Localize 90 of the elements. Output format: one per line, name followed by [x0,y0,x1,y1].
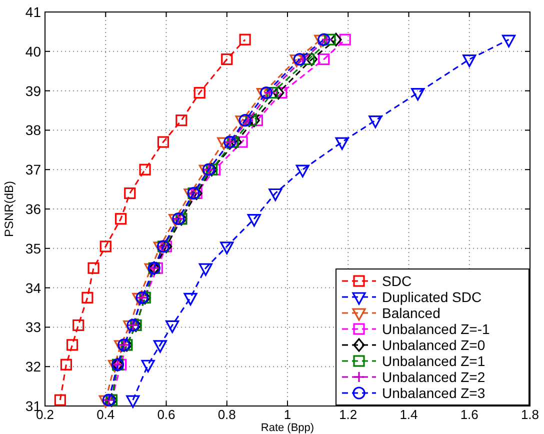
point [248,114,260,128]
point [60,358,72,370]
x-tick-label: 1.6 [460,407,478,422]
point [227,136,239,148]
point [100,240,112,252]
point [54,394,66,406]
y-tick-label: 34 [25,280,42,296]
point [123,320,137,334]
point [245,114,257,126]
point [318,53,330,66]
legend-label: Unbalanced Z=2 [382,369,486,385]
point [256,88,270,101]
point [141,360,155,372]
y-tick-label: 38 [25,122,42,138]
point [411,88,425,101]
point [339,34,351,46]
point [198,164,212,178]
y-axis-title: PSNR(dB) [2,180,16,238]
y-tick-label: 33 [25,319,42,336]
point [114,340,128,353]
point [157,136,170,148]
point [88,262,100,274]
y-tick-label: 32 [25,358,42,375]
point [236,136,248,148]
point [124,187,136,200]
legend-label: Duplicated SDC [382,289,482,305]
y-tick-label: 39 [25,82,42,99]
point [108,360,122,372]
point [176,114,188,126]
point [272,86,284,100]
legend-label: Unbalanced Z=-1 [382,321,490,337]
x-tick-label: 1 [284,407,292,422]
point [194,86,206,99]
point [314,34,328,48]
point [296,164,310,178]
point [168,214,182,227]
point [66,339,78,351]
x-tick-label: 1.4 [400,407,418,422]
legend-label: SDC [382,273,412,289]
point [318,33,330,46]
point [166,320,180,334]
point [502,34,516,48]
point [198,263,212,276]
point [247,214,261,227]
point [321,34,333,46]
point [72,319,84,332]
point [302,53,315,66]
point [306,52,318,66]
point [238,114,252,127]
legend-label: Balanced [382,305,440,321]
point [217,137,231,150]
x-tick-label: 0.4 [96,407,115,422]
point [184,292,198,306]
point [266,86,278,99]
y-tick-label: 35 [25,240,42,256]
point [230,135,242,149]
legend-label: Unbalanced Z=1 [382,353,486,369]
point [290,54,304,68]
point [153,340,167,353]
point [335,137,349,150]
point [260,86,273,100]
point [153,242,167,254]
y-tick-label: 41 [25,4,42,20]
point [368,116,382,128]
point [296,53,308,66]
x-tick-label: 0.8 [218,407,236,422]
legend-label: Unbalanced Z=3 [382,385,486,401]
y-tick-label: 40 [25,43,42,60]
point [235,116,249,128]
point [220,242,234,254]
y-tick-label: 36 [25,201,42,217]
legend-label: Unbalanced Z=0 [382,337,486,353]
point [268,188,282,202]
point [462,54,476,68]
point [139,164,151,176]
point [98,395,112,408]
point [324,34,336,46]
x-tick-label: 1.8 [520,407,540,422]
point [239,34,251,46]
y-tick-label: 37 [25,162,42,178]
x-axis-title: Rate (Bpp) [260,422,314,434]
point [293,52,306,66]
point [330,32,342,46]
x-tick-label: 1.2 [339,407,358,422]
point [82,292,94,304]
x-tick-label: 0.6 [157,407,176,422]
point [126,395,140,408]
point [114,213,127,225]
point [221,53,233,66]
point [242,114,254,126]
